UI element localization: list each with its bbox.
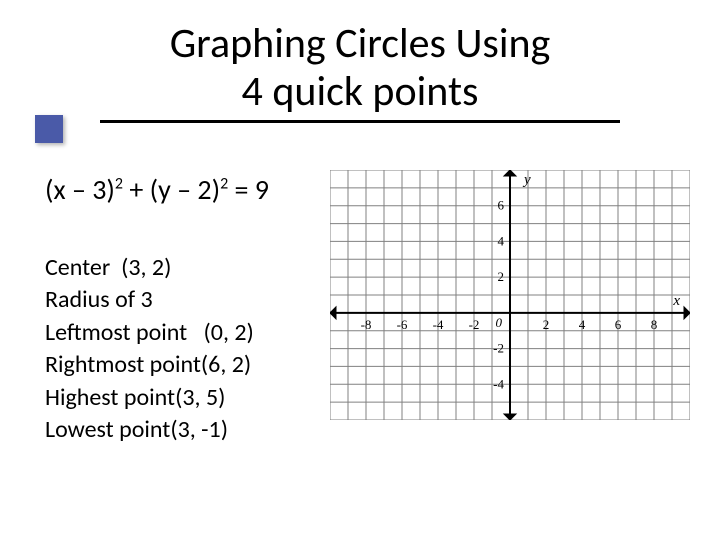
svg-text:2: 2 (543, 317, 550, 332)
radius-label: Radius of (45, 285, 135, 314)
svg-text:0: 0 (496, 315, 503, 330)
svg-text:4: 4 (579, 317, 586, 332)
svg-text:x: x (672, 293, 680, 309)
right-line: Rightmost point(6, 2) (45, 349, 254, 381)
details-block: Center (3, 2) Radius of 3 Leftmost point… (45, 252, 254, 446)
center-value: (3, 2) (121, 253, 171, 282)
svg-text:6: 6 (615, 317, 622, 332)
svg-text:-2: -2 (493, 341, 504, 356)
page-title: Graphing Circles Using 4 quick points (100, 20, 620, 117)
right-value: (6, 2) (201, 350, 251, 379)
svg-text:4: 4 (498, 233, 505, 248)
svg-text:8: 8 (651, 317, 658, 332)
radius-value: 3 (140, 285, 152, 314)
eq-mid: + (y – 2) (123, 172, 220, 207)
low-line: Lowest point(3, -1) (45, 414, 254, 446)
title-underline (100, 120, 620, 123)
radius-line: Radius of 3 (45, 284, 254, 316)
svg-text:2: 2 (498, 269, 505, 284)
svg-text:-4: -4 (493, 376, 504, 391)
accent-square (35, 115, 63, 143)
left-label: Leftmost point (45, 318, 187, 347)
coordinate-grid: -8 -6 -4 -2 0 2 4 6 8 -4 -2 2 4 6 x y (330, 170, 690, 420)
title-line1: Graphing Circles Using (170, 18, 551, 69)
svg-text:6: 6 (498, 198, 505, 213)
low-label: Lowest point (45, 415, 170, 444)
equation-text: (x – 3)2 + (y – 2)2 = 9 (45, 172, 269, 207)
eq-suffix: = 9 (228, 172, 269, 207)
high-line: Highest point(3, 5) (45, 382, 254, 414)
left-value: (0, 2) (204, 318, 254, 347)
svg-text:-4: -4 (433, 317, 444, 332)
high-value: (3, 5) (175, 383, 225, 412)
right-label: Rightmost point (45, 350, 201, 379)
svg-text:-6: -6 (397, 317, 408, 332)
title-line2: 4 quick points (242, 66, 479, 117)
center-line: Center (3, 2) (45, 252, 254, 284)
eq-prefix: (x – 3) (45, 172, 115, 207)
left-line: Leftmost point (0, 2) (45, 317, 254, 349)
eq-sup1: 2 (115, 175, 123, 194)
svg-text:-8: -8 (361, 317, 372, 332)
svg-text:-2: -2 (469, 317, 480, 332)
center-label: Center (45, 253, 110, 282)
high-label: Highest point (45, 383, 175, 412)
low-value: (3, -1) (170, 415, 228, 444)
svg-text:y: y (522, 172, 531, 188)
eq-sup2: 2 (220, 175, 228, 194)
